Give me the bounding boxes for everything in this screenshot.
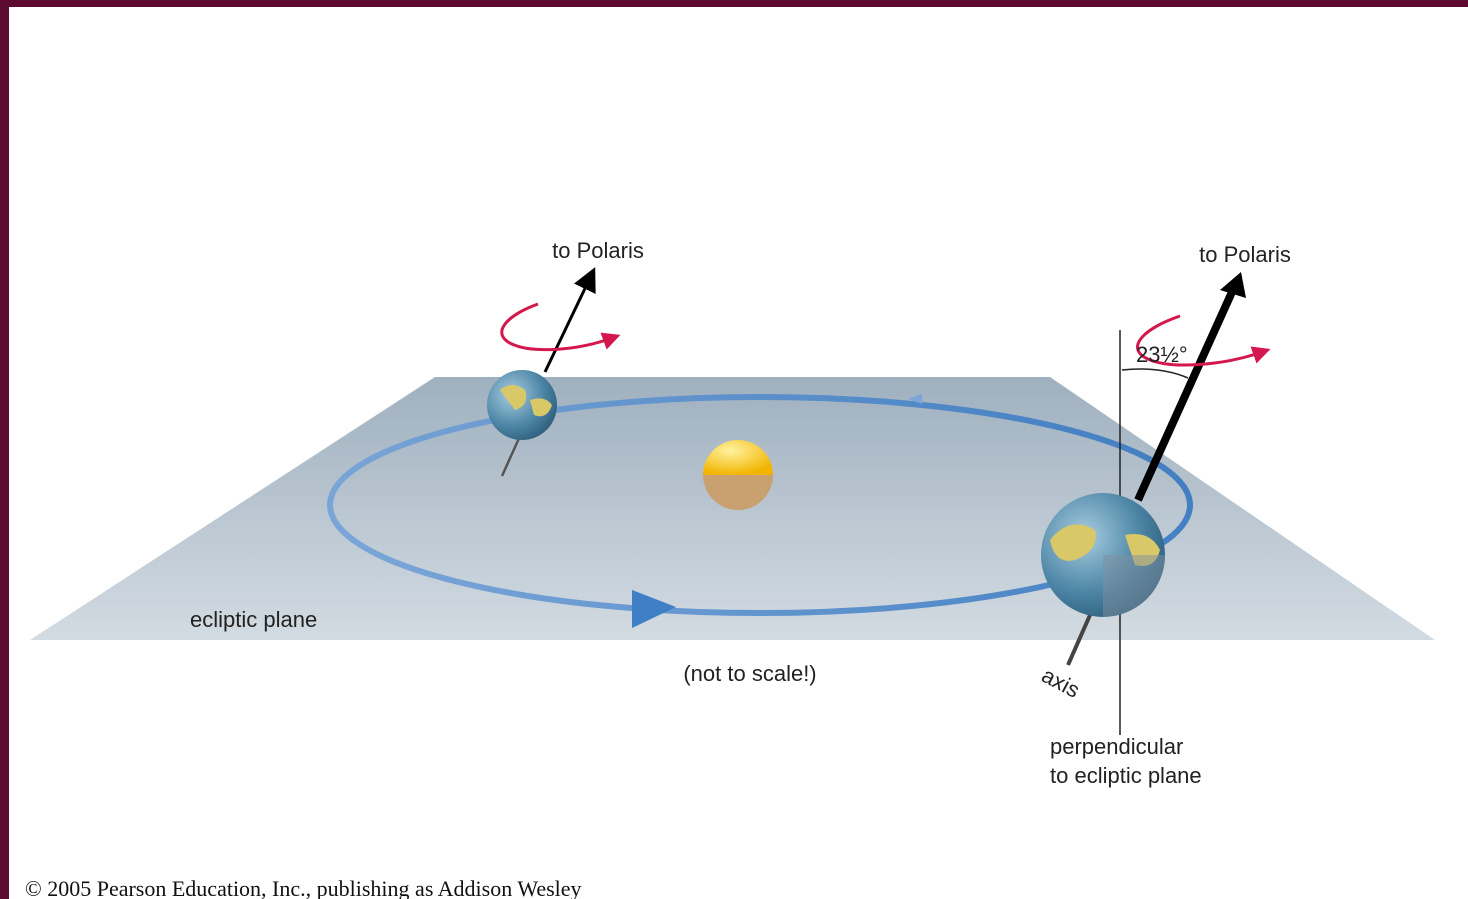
label: to Polaris (1199, 242, 1291, 267)
axis-arrow (545, 278, 590, 372)
copyright: © 2005 Pearson Education, Inc., publishi… (25, 876, 582, 899)
rotation-arrow (502, 304, 612, 350)
label: to ecliptic plane (1050, 763, 1202, 788)
left-border (0, 0, 9, 899)
label: ecliptic plane (190, 607, 317, 632)
label: to Polaris (552, 238, 644, 263)
page: to Polaris to Polaris 23½° ecliptic plan… (0, 0, 1468, 899)
diagram: to Polaris to Polaris 23½° ecliptic plan… (0, 0, 1468, 899)
top-border (0, 0, 1468, 7)
axis-arrow (1138, 292, 1232, 500)
angle-label: 23½° (1136, 342, 1188, 367)
angle-arc (1122, 369, 1188, 378)
label: perpendicular (1050, 734, 1183, 759)
label: axis (1038, 662, 1084, 702)
label: (not to scale!) (683, 661, 816, 686)
